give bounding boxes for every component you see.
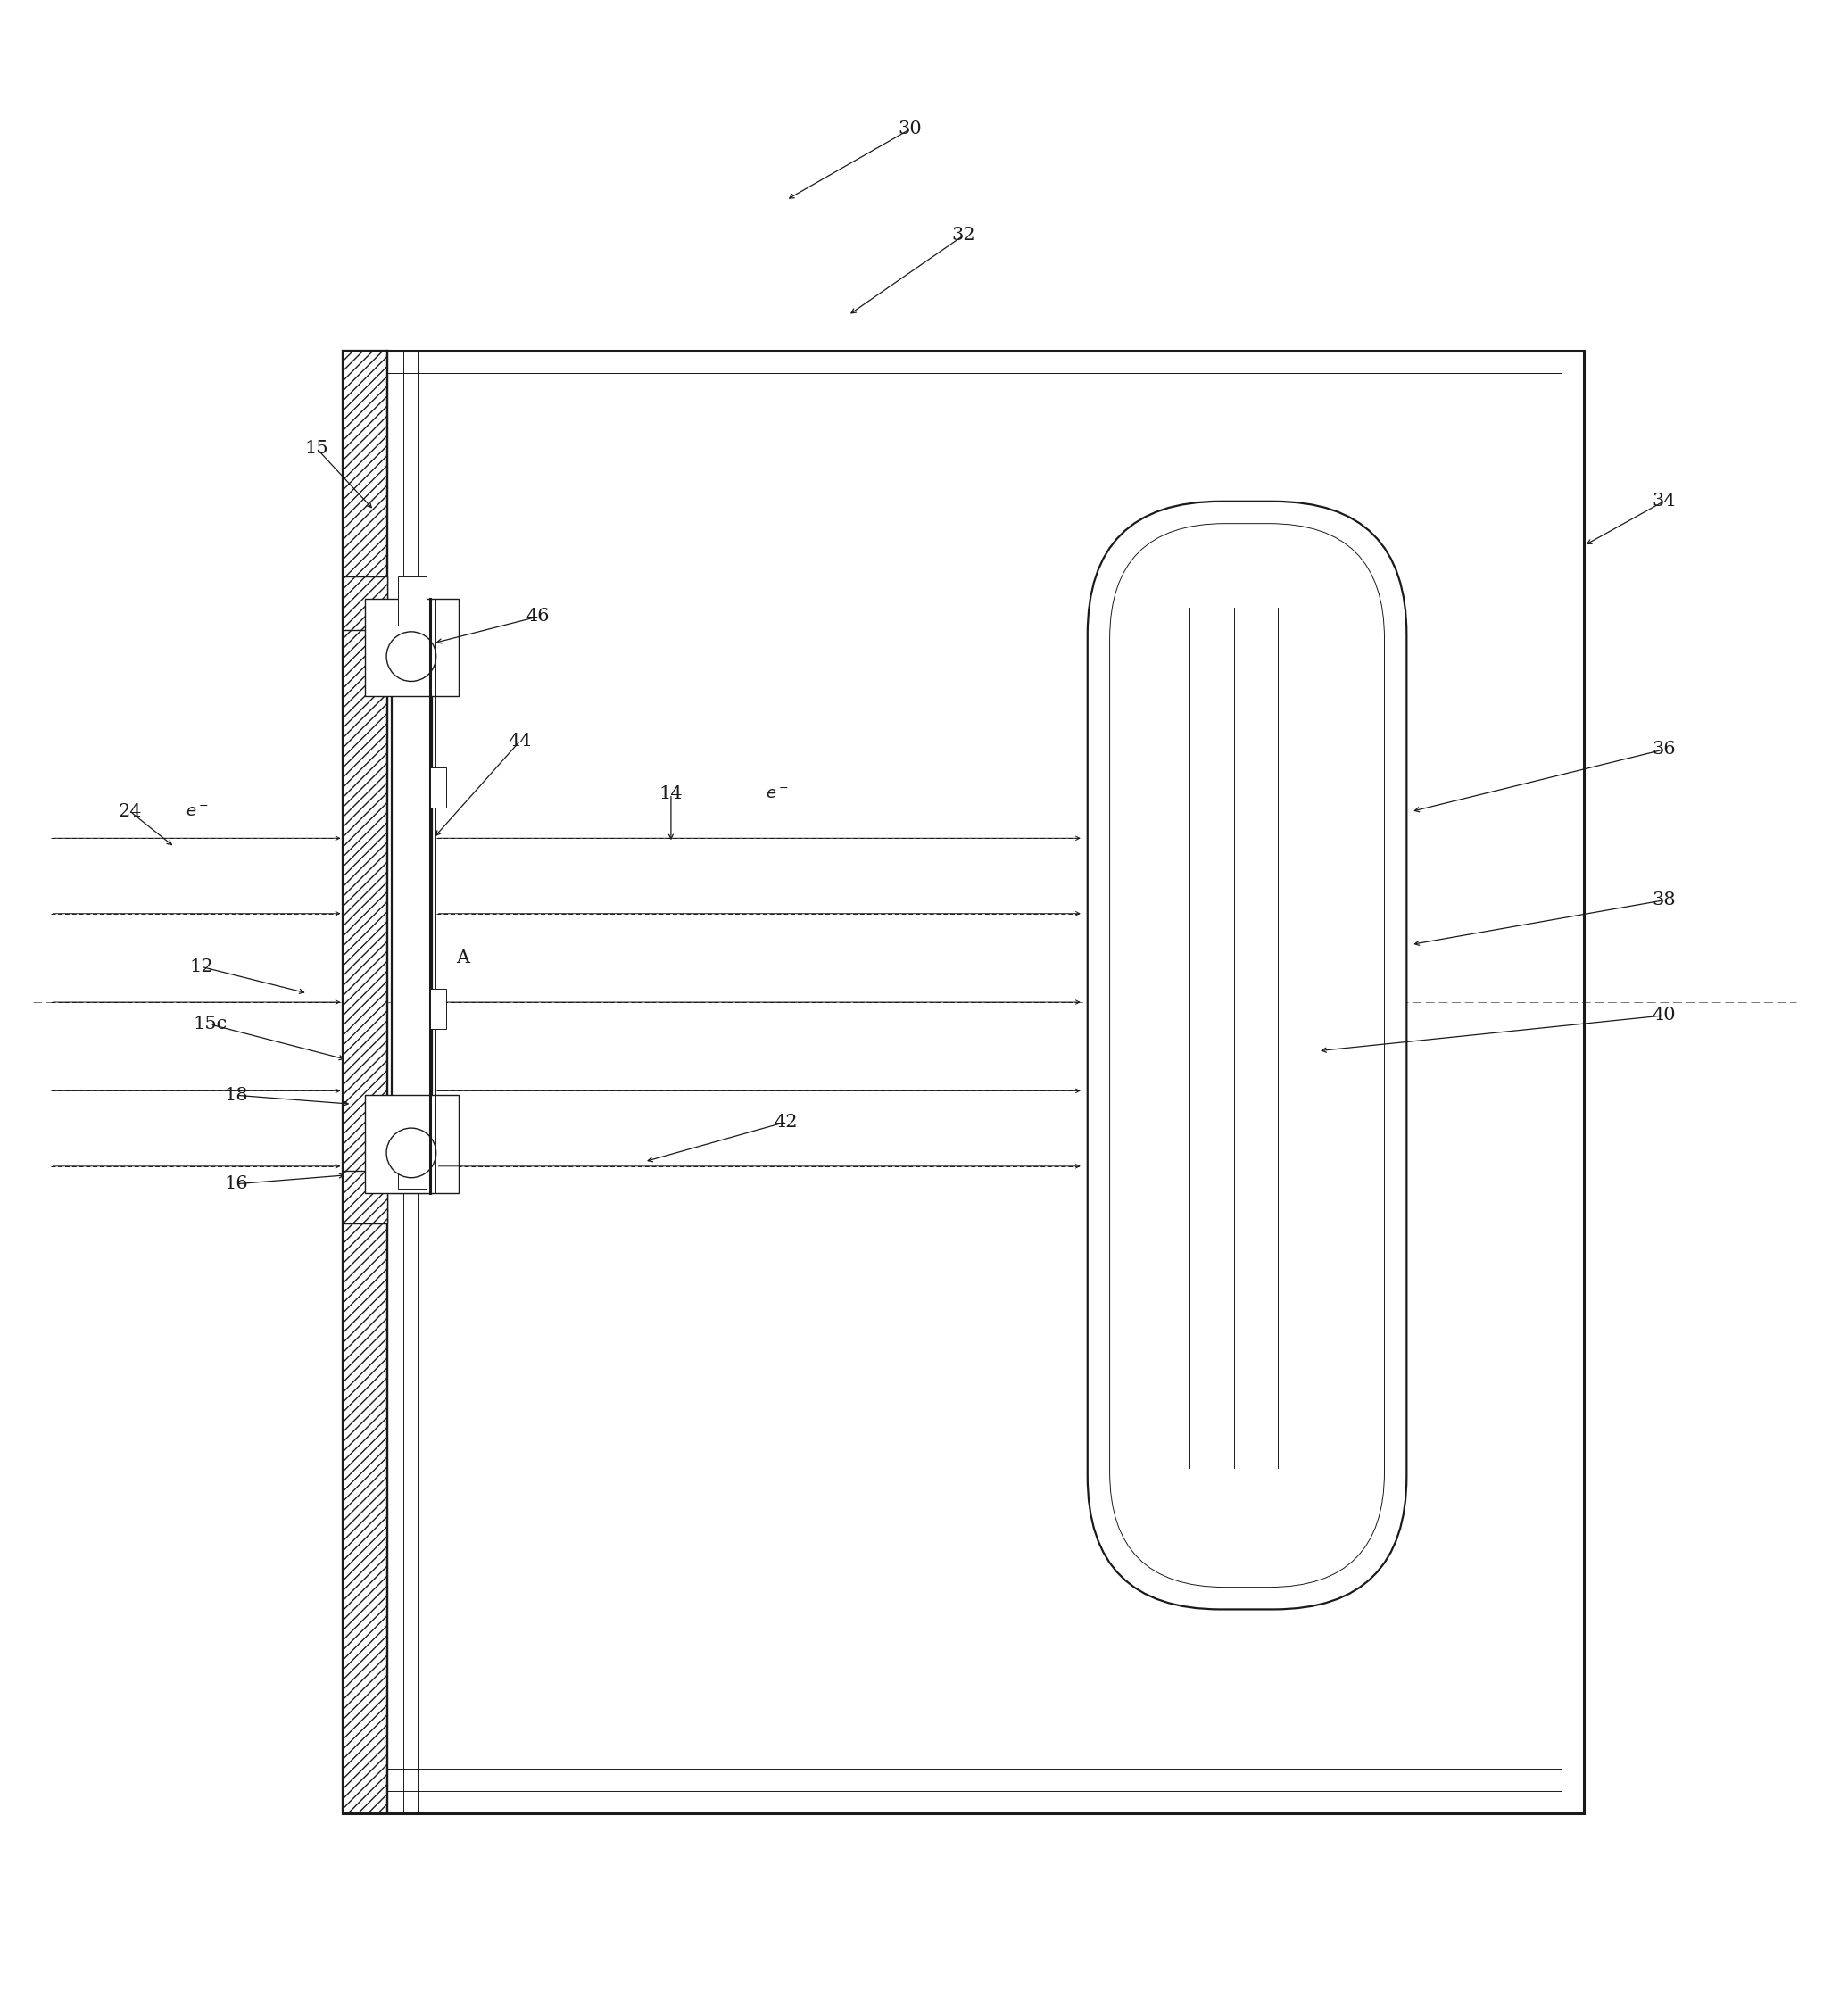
Text: 42: 42 xyxy=(774,1114,798,1130)
Bar xyxy=(397,1140,427,1189)
Bar xyxy=(397,576,427,625)
Text: 40: 40 xyxy=(1652,1007,1676,1024)
Text: 15: 15 xyxy=(305,439,329,457)
FancyBboxPatch shape xyxy=(1087,502,1406,1610)
Text: A: A xyxy=(456,949,469,967)
Text: 16: 16 xyxy=(225,1175,248,1193)
Text: 30: 30 xyxy=(898,121,922,137)
Text: 36: 36 xyxy=(1652,742,1676,758)
Bar xyxy=(366,598,458,697)
Bar xyxy=(344,351,1584,1814)
Text: 24: 24 xyxy=(118,804,142,820)
Text: 12: 12 xyxy=(188,959,213,975)
Circle shape xyxy=(386,1128,436,1177)
Bar xyxy=(344,576,388,631)
Bar xyxy=(431,989,445,1030)
Bar xyxy=(366,373,1562,1791)
Bar xyxy=(344,351,388,1814)
Text: 44: 44 xyxy=(508,731,532,750)
Bar xyxy=(366,1096,458,1193)
Text: 15c: 15c xyxy=(192,1016,227,1034)
Text: 38: 38 xyxy=(1652,893,1676,909)
Bar xyxy=(392,617,432,1193)
Bar xyxy=(344,1171,388,1223)
Text: $e^-$: $e^-$ xyxy=(765,786,789,802)
Bar xyxy=(388,373,1562,1769)
Circle shape xyxy=(386,631,436,681)
Text: 34: 34 xyxy=(1652,494,1676,510)
Bar xyxy=(431,768,445,808)
Text: 32: 32 xyxy=(952,228,976,244)
Text: 14: 14 xyxy=(660,786,682,802)
Text: 46: 46 xyxy=(527,609,551,625)
Text: $e^-$: $e^-$ xyxy=(185,804,209,820)
Text: 18: 18 xyxy=(225,1086,248,1104)
FancyBboxPatch shape xyxy=(1109,524,1384,1588)
